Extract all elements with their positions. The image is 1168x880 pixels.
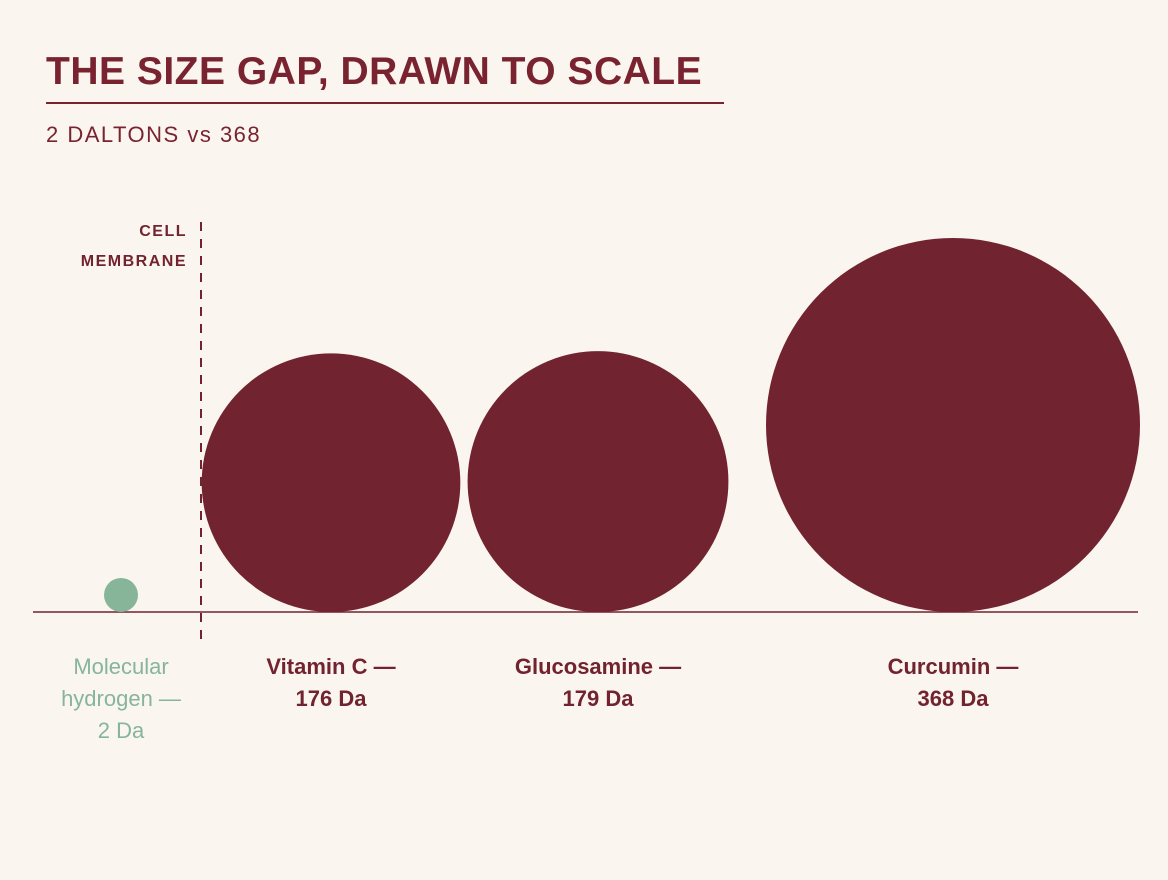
bubble-label-line: Curcumin — xyxy=(888,654,1019,679)
bubble-label-2: Glucosamine — 179 Da xyxy=(515,654,681,711)
bubble-0 xyxy=(104,578,138,612)
bubble-3 xyxy=(766,238,1140,612)
title-underline xyxy=(46,102,724,104)
label-group: Molecular hydrogen — 2 Da Vitamin C — 176 Da… xyxy=(61,654,1018,743)
cell-membrane-label-line: MEMBRANE xyxy=(81,253,187,270)
bubble-label-line: Glucosamine — xyxy=(515,654,681,679)
bubble-2 xyxy=(467,351,729,612)
bubble-label-line: 2 Da xyxy=(98,718,145,743)
page-subtitle: 2 DALTONS vs 368 xyxy=(46,122,262,147)
bubble-group xyxy=(104,238,1140,612)
bubble-label-3: Curcumin — 368 Da xyxy=(888,654,1019,711)
bubble-label-line: 368 Da xyxy=(918,686,990,711)
bubble-label-line: 179 Da xyxy=(563,686,635,711)
bubble-label-1: Vitamin C — 176 Da xyxy=(266,654,395,711)
page-title: THE SIZE GAP, DRAWN TO SCALE xyxy=(46,50,703,93)
bubble-1 xyxy=(201,353,461,612)
cell-membrane-label-line: CELL xyxy=(139,223,187,240)
bubble-label-line: 176 Da xyxy=(296,686,368,711)
bubble-label-0: Molecular hydrogen — 2 Da xyxy=(61,654,181,743)
cell-membrane-label: CELL MEMBRANE xyxy=(81,223,187,270)
bubble-label-line: Vitamin C — xyxy=(266,654,395,679)
bubble-label-line: hydrogen — xyxy=(61,686,181,711)
bubble-label-line: Molecular xyxy=(73,654,168,679)
